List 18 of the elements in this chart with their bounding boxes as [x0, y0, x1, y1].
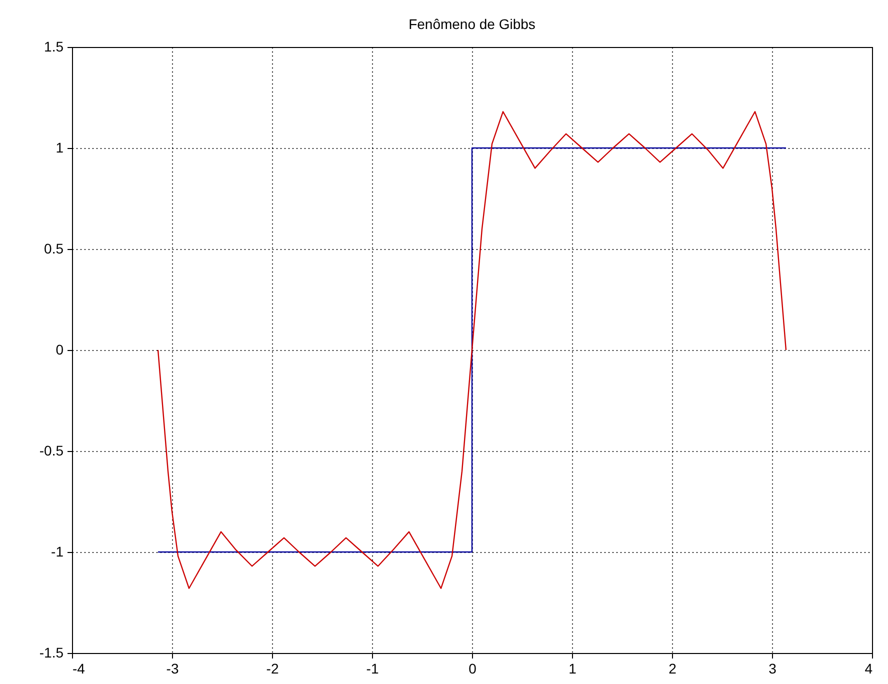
- x-tick-label: 4: [864, 660, 873, 676]
- x-tick-label: -2: [266, 660, 279, 676]
- x-tick-label: -3: [166, 660, 179, 676]
- x-tick-label: 0: [468, 660, 477, 676]
- y-tick-label: -0.5: [39, 442, 64, 458]
- y-tick-label: 1.5: [44, 38, 64, 54]
- x-tick-label: 1: [568, 660, 577, 676]
- x-tick-label: 2: [668, 660, 677, 676]
- chart-title: Fenômeno de Gibbs: [408, 16, 536, 32]
- x-tick-label: 3: [768, 660, 777, 676]
- line-series: [157, 111, 787, 589]
- y-tick-label: 0: [56, 342, 64, 358]
- y-tick-label: -1.5: [39, 644, 64, 660]
- x-tick-label: -1: [366, 660, 379, 676]
- y-tick-label: -1: [51, 544, 64, 560]
- y-tick-label: 0.5: [44, 240, 64, 256]
- x-tick-label: -4: [72, 660, 86, 676]
- y-tick-label: 1: [56, 140, 64, 156]
